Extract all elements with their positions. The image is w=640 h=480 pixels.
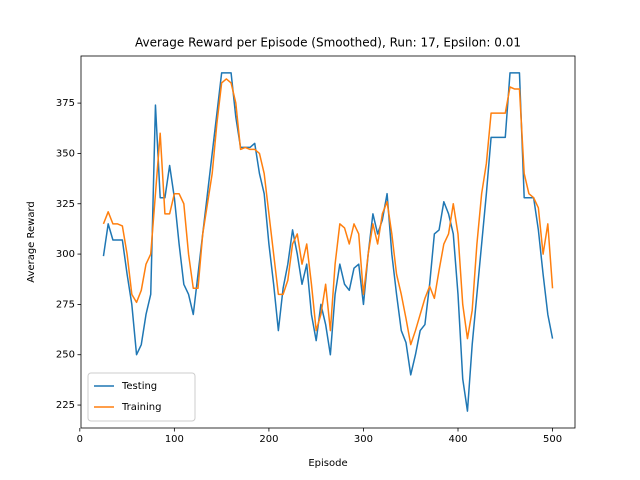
x-tick-label: 100 (165, 434, 184, 445)
legend: Testing Training (87, 372, 196, 422)
plot-frame (80, 55, 576, 429)
x-tick-label: 400 (448, 434, 467, 445)
x-axis-label: Episode (308, 458, 347, 469)
y-tick-label: 375 (56, 98, 75, 109)
y-axis-label: Average Reward (26, 201, 37, 282)
line-series (102, 78, 554, 346)
chart-title: Average Reward per Episode (Smoothed), R… (135, 36, 521, 50)
legend-label: Training (121, 402, 161, 413)
y-tick-label: 300 (56, 249, 75, 260)
legend-label: Testing (121, 381, 157, 392)
y-tick-label: 350 (56, 148, 75, 159)
x-tick-label: 200 (259, 434, 278, 445)
legend-box (87, 372, 196, 422)
y-tick-label: 325 (56, 199, 75, 210)
line-series (102, 72, 554, 412)
y-tick-label: 250 (56, 350, 75, 361)
x-tick-label: 0 (77, 434, 83, 445)
x-tick-label: 500 (543, 434, 562, 445)
x-tick-label: 300 (354, 434, 373, 445)
y-tick-label: 225 (56, 400, 75, 411)
y-tick-label: 275 (56, 299, 75, 310)
